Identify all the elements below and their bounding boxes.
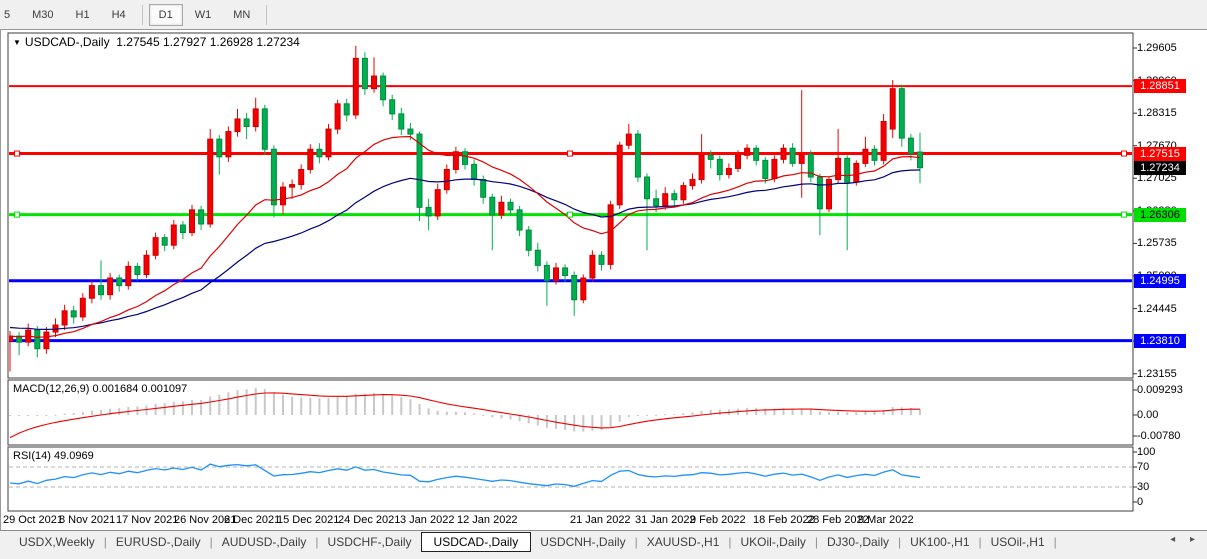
- chart-tab-xauusd-h1[interactable]: XAUUSD-,H1: [646, 535, 720, 549]
- rsi-axis-tick: 70: [1137, 461, 1150, 473]
- tab-separator: |: [814, 535, 818, 549]
- date-axis-label: 15 Dec 2021: [277, 514, 340, 526]
- price-badge-1.23810: 1.23810: [1134, 333, 1186, 348]
- timeframe-button-H1[interactable]: H1: [75, 8, 90, 21]
- chart-symbol-label: USDCAD-,Daily: [24, 35, 110, 49]
- date-axis-label: 3 Jan 2022: [400, 514, 455, 526]
- tab-separator: |: [103, 535, 107, 549]
- symbol-dropdown-icon[interactable]: ▼: [13, 38, 21, 47]
- toolbar-separator: [266, 4, 268, 25]
- ohlc-text: 1.27545 1.27927 1.26928 1.27234: [116, 35, 300, 49]
- chart-tab-eurusd-daily[interactable]: EURUSD-,Daily: [115, 535, 201, 549]
- chart-tab-usdx-weekly[interactable]: USDX,Weekly: [19, 535, 95, 549]
- price-badge-1.27234: 1.27234: [1134, 160, 1186, 175]
- price-axis-tick: 1.23155: [1137, 367, 1177, 380]
- date-axis-label: 21 Jan 2022: [570, 514, 631, 526]
- timeframe-button-MN[interactable]: MN: [233, 8, 251, 21]
- tab-scroll-arrows[interactable]: ◂ ▸: [1170, 534, 1201, 545]
- chart-tab-audusd-daily[interactable]: AUDUSD-,Daily: [221, 535, 307, 549]
- rsi-indicator-label: RSI(14) 49.0969: [13, 450, 94, 462]
- chart-tab-usdcad-daily[interactable]: USDCAD-,Daily: [420, 532, 532, 552]
- tab-separator: |: [209, 535, 213, 549]
- price-axis-tick: 1.29605: [1137, 42, 1177, 54]
- macd-axis-tick: 0.00: [1137, 409, 1159, 421]
- date-axis-label: 26 Nov 2021: [174, 514, 237, 526]
- macd-axis-tick: 0.009293: [1137, 384, 1183, 396]
- tab-separator: |: [1053, 535, 1057, 549]
- chart-title: ▼ USDCAD-,Daily 1.27545 1.27927 1.26928 1…: [13, 35, 300, 49]
- date-axis-label: 17 Nov 2021: [116, 514, 179, 526]
- price-axis-tick: 1.28315: [1137, 107, 1177, 120]
- rsi-axis-tick: 0: [1137, 496, 1144, 508]
- timeframe-toolbar: 5 M30 H1 H4 D1 W1 MN: [0, 0, 1207, 30]
- chart-tab-dj30-daily[interactable]: DJ30-,Daily: [826, 535, 889, 549]
- date-axis-label: 9 Feb 2022: [690, 514, 746, 526]
- price-badge-1.24995: 1.24995: [1134, 273, 1186, 288]
- date-axis-label: 28 Feb 2022: [807, 514, 869, 526]
- chart-tab-ukoil-daily[interactable]: UKOil-,Daily: [740, 535, 806, 549]
- timeframe-button-D1[interactable]: D1: [148, 3, 183, 26]
- timeframe-button-H4[interactable]: H4: [111, 8, 126, 21]
- timeframe-button-W1[interactable]: W1: [194, 8, 212, 21]
- price-badge-1.27515: 1.27515: [1134, 146, 1186, 161]
- date-axis-label: 24 Dec 2021: [338, 514, 401, 526]
- date-axis-label: 8 Nov 2021: [59, 514, 116, 526]
- tab-separator: |: [315, 535, 319, 549]
- timeframe-button-5[interactable]: 5: [4, 8, 11, 21]
- tabs-host: USDX,Weekly | EURUSD-,Daily | AUDUSD-,Daily |…: [10, 532, 1057, 552]
- chart-tab-uk100-h1[interactable]: UK100-,H1: [910, 535, 970, 549]
- timeframe-button-M30[interactable]: M30: [32, 8, 54, 21]
- rsi-axis-tick: 100: [1137, 446, 1156, 458]
- chart-client-area[interactable]: [1, 30, 1207, 530]
- window-left-frame: [0, 30, 1, 551]
- tab-separator: |: [898, 535, 902, 549]
- rsi-axis-tick: 30: [1137, 481, 1150, 493]
- price-axis-tick: 1.27025: [1137, 172, 1177, 185]
- tab-separator: |: [978, 535, 982, 549]
- chart-tab-usdcnh-daily[interactable]: USDCNH-,Daily: [540, 535, 626, 549]
- date-axis-label: 31 Jan 2022: [635, 514, 696, 526]
- chart-tab-usoil-h1[interactable]: USOil-,H1: [990, 535, 1045, 549]
- date-axis-label: 12 Jan 2022: [457, 514, 518, 526]
- date-axis-label: 18 Feb 2022: [753, 514, 815, 526]
- date-axis-label: 6 Dec 2021: [224, 514, 281, 526]
- chart-tab-bar: USDX,Weekly | EURUSD-,Daily | AUDUSD-,Daily |…: [0, 530, 1207, 553]
- price-axis-tick: 1.25735: [1137, 237, 1177, 250]
- price-badge-1.28851: 1.28851: [1134, 79, 1186, 94]
- tab-separator: |: [728, 535, 732, 549]
- tab-separator: |: [634, 535, 638, 549]
- date-axis-label: 9 Mar 2022: [858, 514, 914, 526]
- price-badge-1.26306: 1.26306: [1134, 207, 1186, 222]
- chart-tab-usdchf-daily[interactable]: USDCHF-,Daily: [327, 535, 412, 549]
- macd-axis-tick: -0.00780: [1137, 429, 1181, 442]
- price-axis-tick: 1.24445: [1137, 302, 1177, 315]
- date-axis-label: 29 Oct 2021: [3, 514, 63, 526]
- macd-indicator-label: MACD(12,26,9) 0.001684 0.001097: [13, 383, 188, 395]
- toolbar-separator: [141, 4, 143, 25]
